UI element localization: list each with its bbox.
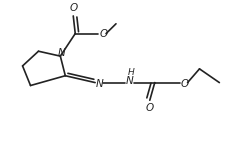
- Text: O: O: [99, 29, 107, 39]
- Text: O: O: [69, 3, 77, 13]
- Text: H: H: [127, 68, 134, 77]
- Text: N: N: [125, 76, 133, 86]
- Text: O: O: [180, 79, 188, 89]
- Text: N: N: [96, 79, 104, 89]
- Text: N: N: [57, 48, 65, 58]
- Text: O: O: [145, 103, 153, 113]
